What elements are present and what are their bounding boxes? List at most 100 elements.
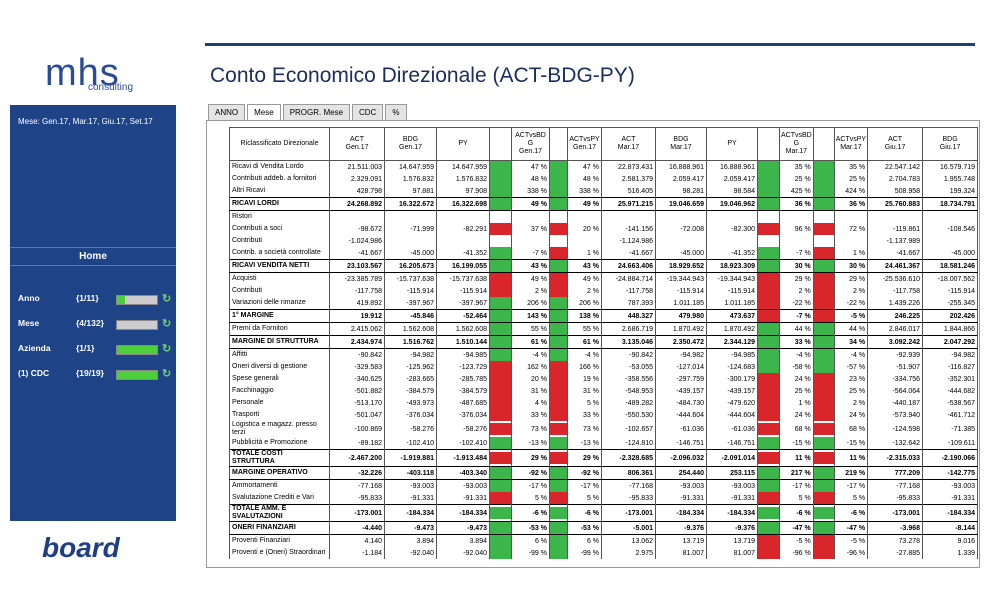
value-cell: -119.861 <box>867 223 924 235</box>
value-cell: -384.579 <box>384 385 437 397</box>
flag-cell <box>757 521 780 535</box>
value-cell: -1.184 <box>329 547 385 559</box>
status-flag <box>550 522 567 534</box>
refresh-icon[interactable]: ↻ <box>162 343 172 355</box>
column-header-line: PY <box>727 140 737 147</box>
selector[interactable]: Mese {4/132} ↻ <box>18 318 173 332</box>
value-cell: 3.135.046 <box>601 335 656 349</box>
value-cell: -513.170 <box>329 397 385 409</box>
table-row: Oneri diversi di gestione -329.583 -125.96… <box>229 361 979 373</box>
value-cell: -17 % <box>779 479 814 492</box>
flag-cell <box>549 210 568 223</box>
value-cell: -47 % <box>833 521 869 535</box>
value-cell: -18.007.562 <box>922 272 979 285</box>
status-flag <box>490 361 511 373</box>
status-flag <box>814 260 834 272</box>
value-cell: 25 % <box>779 173 814 185</box>
value-cell: -358.556 <box>601 373 656 385</box>
value-cell: 1.510.144 <box>436 335 490 349</box>
refresh-icon[interactable]: ↻ <box>162 368 172 380</box>
home-button[interactable]: Home <box>10 247 176 266</box>
tab[interactable]: % <box>385 104 407 120</box>
status-flag <box>490 480 511 492</box>
selector[interactable]: (1) CDC {19/19} ↻ <box>18 368 173 382</box>
row-label: Acquisti <box>229 272 330 285</box>
refresh-icon[interactable]: ↻ <box>162 293 172 305</box>
value-cell: -17 % <box>511 479 550 492</box>
value-cell: 2 % <box>833 397 869 409</box>
table-row: 1° MARGINE 19.912 -45.846 -52.464 143 % 138 %… <box>229 309 979 323</box>
value-cell: -1.137.989 <box>867 235 924 247</box>
flag-cell <box>812 421 835 437</box>
value-cell: -82.291 <box>436 223 490 235</box>
column-header-line: ACTvsBD <box>781 132 812 139</box>
column-header: PY <box>436 127 490 161</box>
value-cell: 24.461.367 <box>867 259 924 273</box>
status-flag <box>758 535 779 547</box>
row-label: RICAVI LORDI <box>229 197 330 211</box>
tab[interactable]: ANNO <box>208 104 246 120</box>
flag-cell <box>812 437 835 450</box>
flag-cell <box>489 160 512 173</box>
value-cell: 98.281 <box>655 185 707 198</box>
value-cell: 1.562.608 <box>436 322 490 336</box>
value-cell: -102.657 <box>601 421 656 437</box>
value-cell: 44 % <box>779 322 814 336</box>
status-flag <box>490 161 511 173</box>
flag-cell <box>757 466 780 480</box>
table-row: Contributi -1.024.986 -1.124.986 -1.137.989 <box>229 235 979 247</box>
status-flag <box>758 247 779 259</box>
tab[interactable]: CDC <box>352 104 384 120</box>
value-cell: 29 % <box>833 272 869 285</box>
flag-cell <box>549 309 568 323</box>
status-flag <box>758 547 779 559</box>
value-cell: 18.923.309 <box>706 259 758 273</box>
value-cell: 14.647.959 <box>384 160 437 173</box>
column-header-line: ACT <box>888 136 903 143</box>
value-cell <box>922 235 979 247</box>
refresh-icon[interactable]: ↻ <box>162 318 172 330</box>
status-flag <box>814 349 834 361</box>
row-label: Ristori <box>229 210 330 223</box>
status-flag <box>814 285 834 297</box>
value-cell: -125.962 <box>384 361 437 373</box>
status-flag <box>550 198 567 210</box>
column-header-line: Mar.17 <box>617 144 640 151</box>
flag-cell <box>549 223 568 235</box>
status-flag <box>490 285 511 297</box>
value-cell <box>779 210 814 223</box>
value-cell: 34 % <box>833 335 869 349</box>
value-cell: -1.024.986 <box>329 235 385 247</box>
value-cell: -95.833 <box>601 492 656 505</box>
value-cell: 13.062 <box>601 534 656 547</box>
value-cell: 2.350.472 <box>655 335 707 349</box>
value-cell: -92 % <box>567 466 602 480</box>
flag-cell <box>757 504 780 522</box>
value-cell: -1.913.484 <box>436 449 490 467</box>
tab[interactable]: PROGR. Mese <box>282 104 351 120</box>
value-cell: 11 % <box>779 449 814 467</box>
value-cell: 23.103.567 <box>329 259 385 273</box>
status-flag <box>550 373 567 385</box>
value-cell: -117.758 <box>867 285 924 297</box>
value-cell: -13 % <box>511 437 550 450</box>
value-cell: -538.567 <box>922 397 979 409</box>
value-cell: 508.958 <box>867 185 924 198</box>
period-filter[interactable]: Mese: Gen.17, Mar.17, Giu.17, Set.17 <box>18 117 153 126</box>
status-flag <box>490 173 511 185</box>
value-cell: 1.011.185 <box>655 297 707 310</box>
status-flag <box>814 437 834 449</box>
selector[interactable]: Azienda {1/1} ↻ <box>18 343 173 357</box>
value-cell: -61.036 <box>706 421 758 437</box>
value-cell: -4 % <box>779 348 814 361</box>
status-flag <box>490 323 511 335</box>
tab[interactable]: Mese <box>247 104 281 120</box>
table-row: Facchinaggio -501.882 -384.579 -384.579 31 %… <box>229 385 979 397</box>
value-cell: -45.000 <box>922 247 979 260</box>
selector[interactable]: Anno {1/11} ↻ <box>18 293 173 307</box>
value-cell: 25 % <box>833 173 869 185</box>
flag-cell <box>812 223 835 235</box>
value-cell: -5 % <box>833 534 869 547</box>
table-row: MARGINE OPERATIVO -32.226 -403.118 -403.340… <box>229 466 979 480</box>
value-cell: -5.001 <box>601 521 656 535</box>
